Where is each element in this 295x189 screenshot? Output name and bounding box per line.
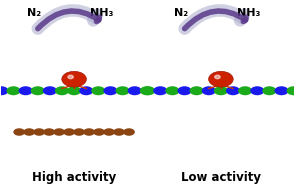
Circle shape	[262, 86, 276, 95]
Circle shape	[274, 86, 289, 95]
Circle shape	[91, 86, 105, 95]
Circle shape	[128, 86, 142, 95]
Text: N₂: N₂	[174, 8, 188, 18]
Circle shape	[43, 86, 57, 95]
Circle shape	[123, 128, 135, 136]
Text: NH₃: NH₃	[90, 8, 114, 18]
Circle shape	[190, 86, 204, 95]
Circle shape	[178, 86, 191, 95]
Circle shape	[31, 86, 45, 95]
Circle shape	[103, 128, 115, 136]
Circle shape	[55, 86, 69, 95]
Text: NH₃: NH₃	[237, 8, 260, 18]
Circle shape	[33, 128, 45, 136]
Circle shape	[63, 128, 75, 136]
Circle shape	[13, 128, 25, 136]
Circle shape	[165, 86, 179, 95]
Circle shape	[202, 86, 216, 95]
Circle shape	[79, 86, 93, 95]
Circle shape	[68, 75, 73, 79]
Circle shape	[209, 71, 233, 87]
Circle shape	[286, 86, 295, 95]
Circle shape	[226, 86, 240, 95]
Circle shape	[0, 86, 9, 95]
Circle shape	[73, 128, 85, 136]
Circle shape	[93, 128, 105, 136]
Circle shape	[116, 86, 130, 95]
Circle shape	[6, 86, 21, 95]
Circle shape	[238, 86, 252, 95]
Text: Low activity: Low activity	[181, 170, 261, 184]
Circle shape	[104, 86, 117, 95]
Circle shape	[43, 128, 55, 136]
Circle shape	[67, 86, 81, 95]
Circle shape	[250, 86, 264, 95]
Circle shape	[113, 128, 125, 136]
Circle shape	[141, 86, 155, 95]
Text: N₂: N₂	[27, 8, 42, 18]
Circle shape	[153, 86, 167, 95]
Circle shape	[83, 128, 95, 136]
Circle shape	[214, 86, 228, 95]
Circle shape	[140, 86, 154, 95]
Circle shape	[62, 71, 86, 87]
Circle shape	[215, 75, 220, 79]
Circle shape	[23, 128, 35, 136]
Text: High activity: High activity	[32, 170, 116, 184]
Circle shape	[19, 86, 33, 95]
Circle shape	[53, 128, 65, 136]
